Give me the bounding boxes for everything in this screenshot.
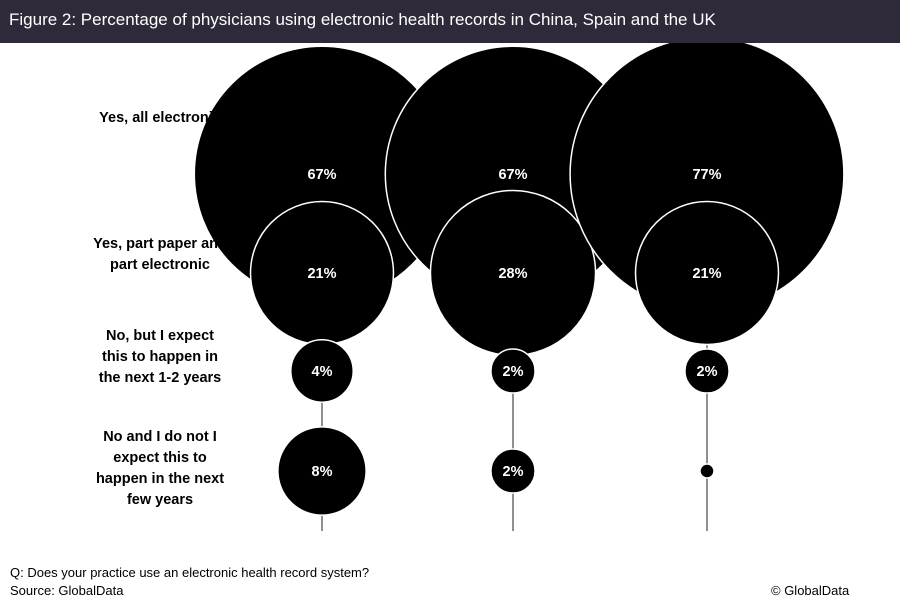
bubble-value-label: 2% [503,364,524,380]
category-label-part-paper: Yes, part paper and part electronic [50,234,270,276]
bubble-china-row-4 [699,463,715,479]
bubble-value-label: 67% [307,167,336,183]
bubble-china-row-2 [634,200,780,346]
category-label-not-expect: No and I do not I expect this to happen … [50,427,270,511]
bubble-value-label: 2% [503,464,524,480]
survey-question: Q: Does your practice use an electronic … [10,565,370,580]
figure-header: Figure 2: Percentage of physicians using… [0,0,900,43]
category-label-line: part electronic [110,257,210,273]
category-label-line: Yes, all electronic [99,110,221,126]
bubble-china-row-3 [684,348,730,394]
source-note: Source: GlobalData [10,583,124,598]
category-label-expect-1-2-years: No, but I expect this to happen in the n… [50,326,270,389]
bubble-uk-row-3 [490,348,536,394]
bubble-value-label: 21% [692,266,721,282]
bubble-value-label: 77% [692,167,721,183]
category-label-line: expect this to [113,450,207,466]
category-label-line: happen in the next [95,471,225,487]
bubble-value-label: 2% [697,364,718,380]
copyright-note: © GlobalData [771,583,850,598]
bubble-value-label: 67% [498,167,527,183]
bubble-value-label: 28% [498,266,527,282]
category-label-line: few years [126,492,194,508]
category-label-all-electronic: Yes, all electronic [50,108,270,129]
category-label-line: Yes, part paper and [93,236,227,252]
category-label-line: the next 1-2 years [98,370,222,386]
category-label-line: No and I do not I [103,429,217,445]
bubble-spain-row-3 [290,339,354,403]
figure-title: Figure 2: Percentage of physicians using… [9,10,716,29]
bubble-value-label: 21% [307,266,336,282]
category-label-line: No, but I expect [106,328,214,344]
bubble-value-label: 4% [312,364,333,380]
bubble-value-label: 8% [312,464,333,480]
bubble-spain-row-4 [277,426,367,516]
category-label-line: this to happen in [102,349,218,365]
bubble-uk-row-4 [490,448,536,494]
